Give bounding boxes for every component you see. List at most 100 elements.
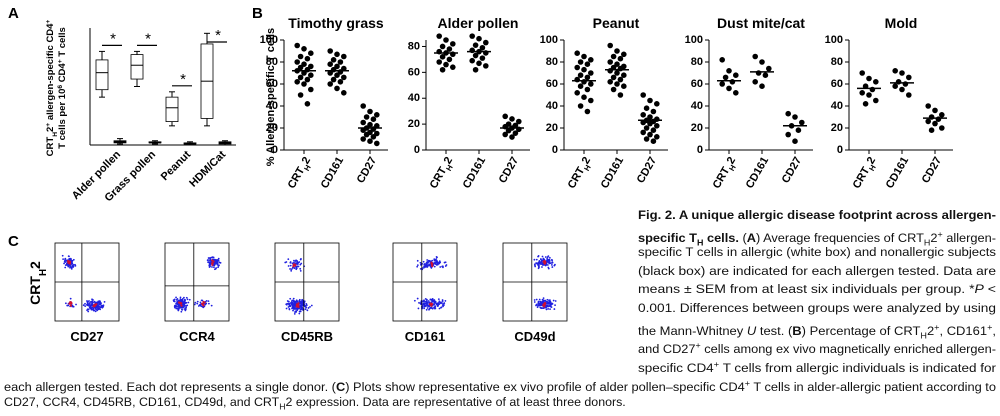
caption-line: 0.001. Differences between groups were a… [638,299,996,317]
text-run: CD161 [599,155,627,191]
event-dot-dense [202,300,205,304]
text-run: T cells from allergic individuals is ind… [719,360,996,375]
data-dot [650,108,657,115]
x-tick-label: CD27 [780,155,804,185]
data-dot [640,112,646,118]
data-dot [614,48,620,54]
event-dot [176,298,179,300]
data-dot [341,53,347,60]
text-run: 2 [27,261,43,269]
event-dot [69,259,72,261]
data-dot [925,118,931,125]
event-dot [285,307,288,310]
event-dot [289,297,292,300]
event-dot [430,267,433,269]
event-dot [208,302,210,305]
event-dot [187,301,190,304]
event-dot [285,261,288,263]
event-dot [207,259,210,261]
caption-line: specific T cells in allergic (white box)… [638,243,996,261]
x-tick-label: CRTH2 [566,155,596,192]
data-dot [895,79,902,85]
event-dot [553,308,556,310]
data-dot [574,50,580,56]
text-run: + [713,358,720,369]
event-dot [436,302,439,305]
event-dot [433,302,436,304]
event-dot-dense [177,301,181,304]
box [95,59,109,91]
event-dot-dense [212,260,215,263]
event-dot [535,258,538,261]
event-dot [289,264,292,267]
text-run: CD4 [57,63,68,85]
event-dot [440,301,442,304]
text-run: the Mann-Whitney [638,323,747,338]
text-run: , [992,323,996,338]
panel-title: Mold [885,15,918,31]
event-dot-dense [201,302,204,305]
data-dot [341,90,347,96]
event-dot [65,263,68,265]
event-dot [293,261,295,264]
event-dot [548,259,551,262]
y-tick-label: 80 [831,56,843,68]
flow-plot [502,242,568,322]
text-run: Fig. 2. A unique allergic disease footpr… [638,208,996,222]
event-dot [428,263,431,266]
data-dot [584,108,591,115]
event-dot [175,302,178,305]
event-dot [288,308,291,310]
event-dot [306,309,309,312]
data-dot [654,134,660,140]
event-dot [297,265,300,268]
data-dot [334,72,340,78]
panel-title: Dust mite/cat [717,15,805,31]
event-dot [207,257,210,259]
event-dot [550,264,553,266]
data-dot [577,103,584,109]
event-dot [177,299,180,302]
data-dot [647,120,653,127]
data-dot [722,74,729,81]
data-dot [436,33,443,39]
event-dot-dense [69,304,73,307]
event-dot [547,267,550,270]
event-dot [87,308,89,310]
caption-text: specific TH cells. (A) Average frequenci… [638,225,996,252]
data-dot [327,81,334,87]
event-dot-dense [429,302,433,305]
data-dot [304,76,311,83]
event-dot [207,261,209,264]
data-dot [374,112,380,118]
event-dot [185,305,188,307]
data-dot [479,55,486,61]
data-dot [610,53,617,60]
event-dot [550,302,553,305]
text-run: + [937,228,943,239]
event-dot [292,309,294,312]
event-dot [193,303,196,306]
data-dot [472,52,479,59]
event-dot [549,262,552,264]
data-dot [759,83,765,89]
data-dot [301,46,307,52]
data-dot [334,85,340,92]
y-tick-label: 40 [691,100,703,112]
data-dot [502,131,509,138]
event-dot [90,308,93,311]
event-dot [90,303,93,306]
event-dot [428,259,431,262]
text-run: specific T [638,230,697,245]
event-dot [84,305,87,307]
text-run: + [934,321,940,332]
y-tick-label: 80 [546,56,558,68]
text-run: T cells [57,27,68,59]
event-dot-dense [69,302,72,305]
event-dot [418,301,420,304]
event-dot [537,301,540,304]
caption-text: Fig. 2. A unique allergic disease footpr… [638,206,996,224]
event-dot [309,305,311,308]
